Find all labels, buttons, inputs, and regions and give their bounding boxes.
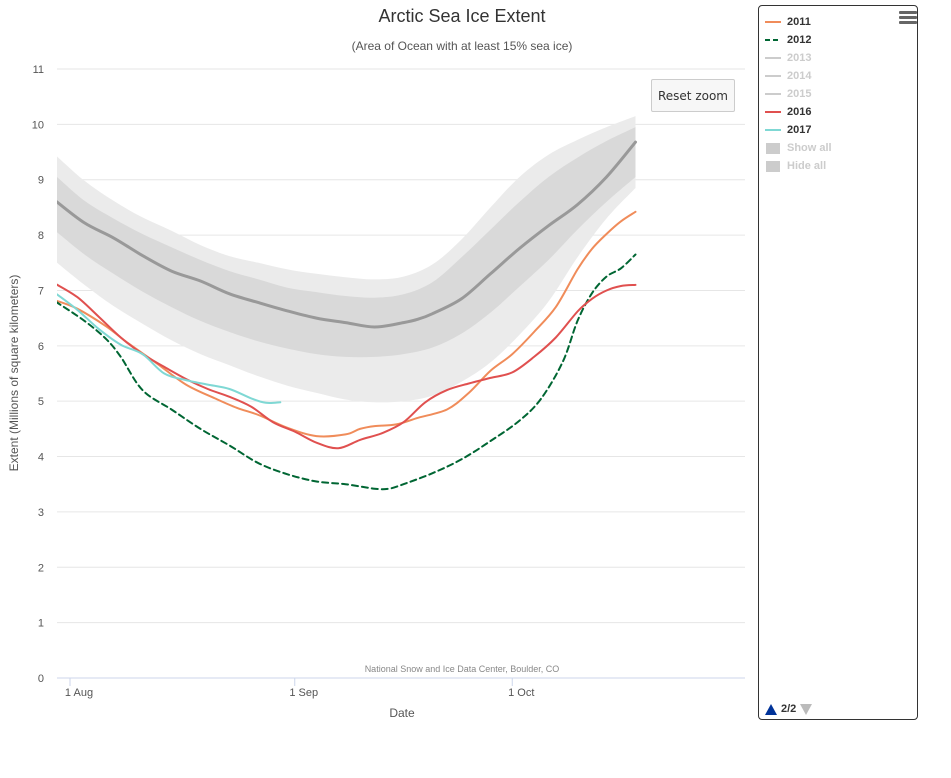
- legend-item-2017[interactable]: 2017: [765, 122, 811, 138]
- series-line-2012[interactable]: [56, 253, 637, 491]
- legend-label: 2017: [787, 124, 812, 136]
- legend-panel: 2011 2012 2013 2014 2015 2016 2017 Show …: [758, 5, 918, 720]
- range-bands: [57, 116, 636, 403]
- x-tick-label: 1 Sep: [289, 687, 318, 699]
- y-tick-label: 4: [38, 452, 44, 464]
- y-tick-label: 3: [38, 507, 44, 519]
- legend-show-all[interactable]: Show all: [765, 140, 832, 156]
- show-all-box-icon: [766, 142, 780, 154]
- legend-label: 2012: [787, 34, 812, 46]
- x-tick-label: 1 Aug: [65, 687, 93, 699]
- y-tick-label: 11: [33, 64, 44, 76]
- series-lines: [56, 140, 637, 491]
- legend-item-2013[interactable]: 2013: [765, 50, 811, 66]
- legend-label: 2011: [787, 16, 811, 28]
- hamburger-menu-icon[interactable]: [899, 11, 917, 27]
- y-axis-title: Extent (Millions of square kilometers): [7, 275, 21, 472]
- series-line-2011[interactable]: [56, 210, 637, 438]
- gridlines: [57, 68, 745, 679]
- series-line-2017[interactable]: [56, 293, 282, 405]
- x-axis-title: Date: [389, 706, 415, 720]
- legend-hide-all[interactable]: Hide all: [765, 158, 826, 174]
- legend-line-icon: [765, 75, 781, 77]
- legend-item-2011[interactable]: 2011: [765, 14, 811, 30]
- arrow-down-icon[interactable]: [800, 703, 813, 715]
- x-axis-ticks: 1 Aug 1 Sep 1 Oct: [65, 678, 534, 699]
- hide-all-box-icon: [766, 160, 780, 172]
- y-tick-label: 7: [38, 285, 44, 297]
- legend-item-2014[interactable]: 2014: [765, 68, 811, 84]
- legend-line-icon: [765, 93, 781, 95]
- hide-all-label: Hide all: [787, 160, 827, 172]
- chart-title: Arctic Sea Ice Extent: [378, 6, 545, 26]
- legend-line-icon: [765, 39, 781, 41]
- reset-zoom-button[interactable]: Reset zoom: [651, 79, 735, 112]
- legend-line-icon: [765, 111, 781, 113]
- y-tick-label: 8: [38, 230, 44, 242]
- arrow-up-icon[interactable]: [765, 703, 777, 715]
- range-band-inner: [57, 127, 636, 358]
- range-band-outer: [57, 116, 636, 403]
- y-tick-label: 5: [38, 396, 44, 408]
- legend-line-icon: [765, 129, 781, 131]
- y-tick-label: 6: [38, 341, 44, 353]
- series-line-2016[interactable]: [56, 283, 637, 450]
- legend-label: 2016: [787, 106, 812, 118]
- y-tick-label: 10: [32, 119, 44, 131]
- legend-label: 2015: [787, 88, 812, 100]
- y-axis-ticks: 0 1 2 3 4 5 6 7 8 9 10 11: [32, 64, 44, 685]
- x-tick-label: 1 Oct: [508, 687, 534, 699]
- legend-item-2012[interactable]: 2012: [765, 32, 811, 48]
- legend-pagination: 2/2: [765, 703, 813, 715]
- legend-label: 2013: [787, 52, 812, 64]
- y-tick-label: 2: [38, 562, 44, 574]
- legend-label: 2014: [787, 70, 812, 82]
- legend-page-indicator: 2/2: [781, 703, 797, 715]
- chart-subtitle: (Area of Ocean with at least 15% sea ice…: [352, 39, 573, 53]
- legend-item-2016[interactable]: 2016: [765, 104, 811, 120]
- legend-line-icon: [765, 21, 781, 23]
- y-tick-label: 0: [38, 673, 44, 685]
- y-tick-label: 9: [38, 175, 44, 187]
- legend-line-icon: [765, 57, 781, 59]
- y-tick-label: 1: [38, 618, 44, 630]
- legend-item-2015[interactable]: 2015: [765, 86, 811, 102]
- chart-credit: National Snow and Ice Data Center, Bould…: [365, 664, 560, 674]
- series-line-median[interactable]: [56, 140, 637, 329]
- show-all-label: Show all: [787, 142, 832, 154]
